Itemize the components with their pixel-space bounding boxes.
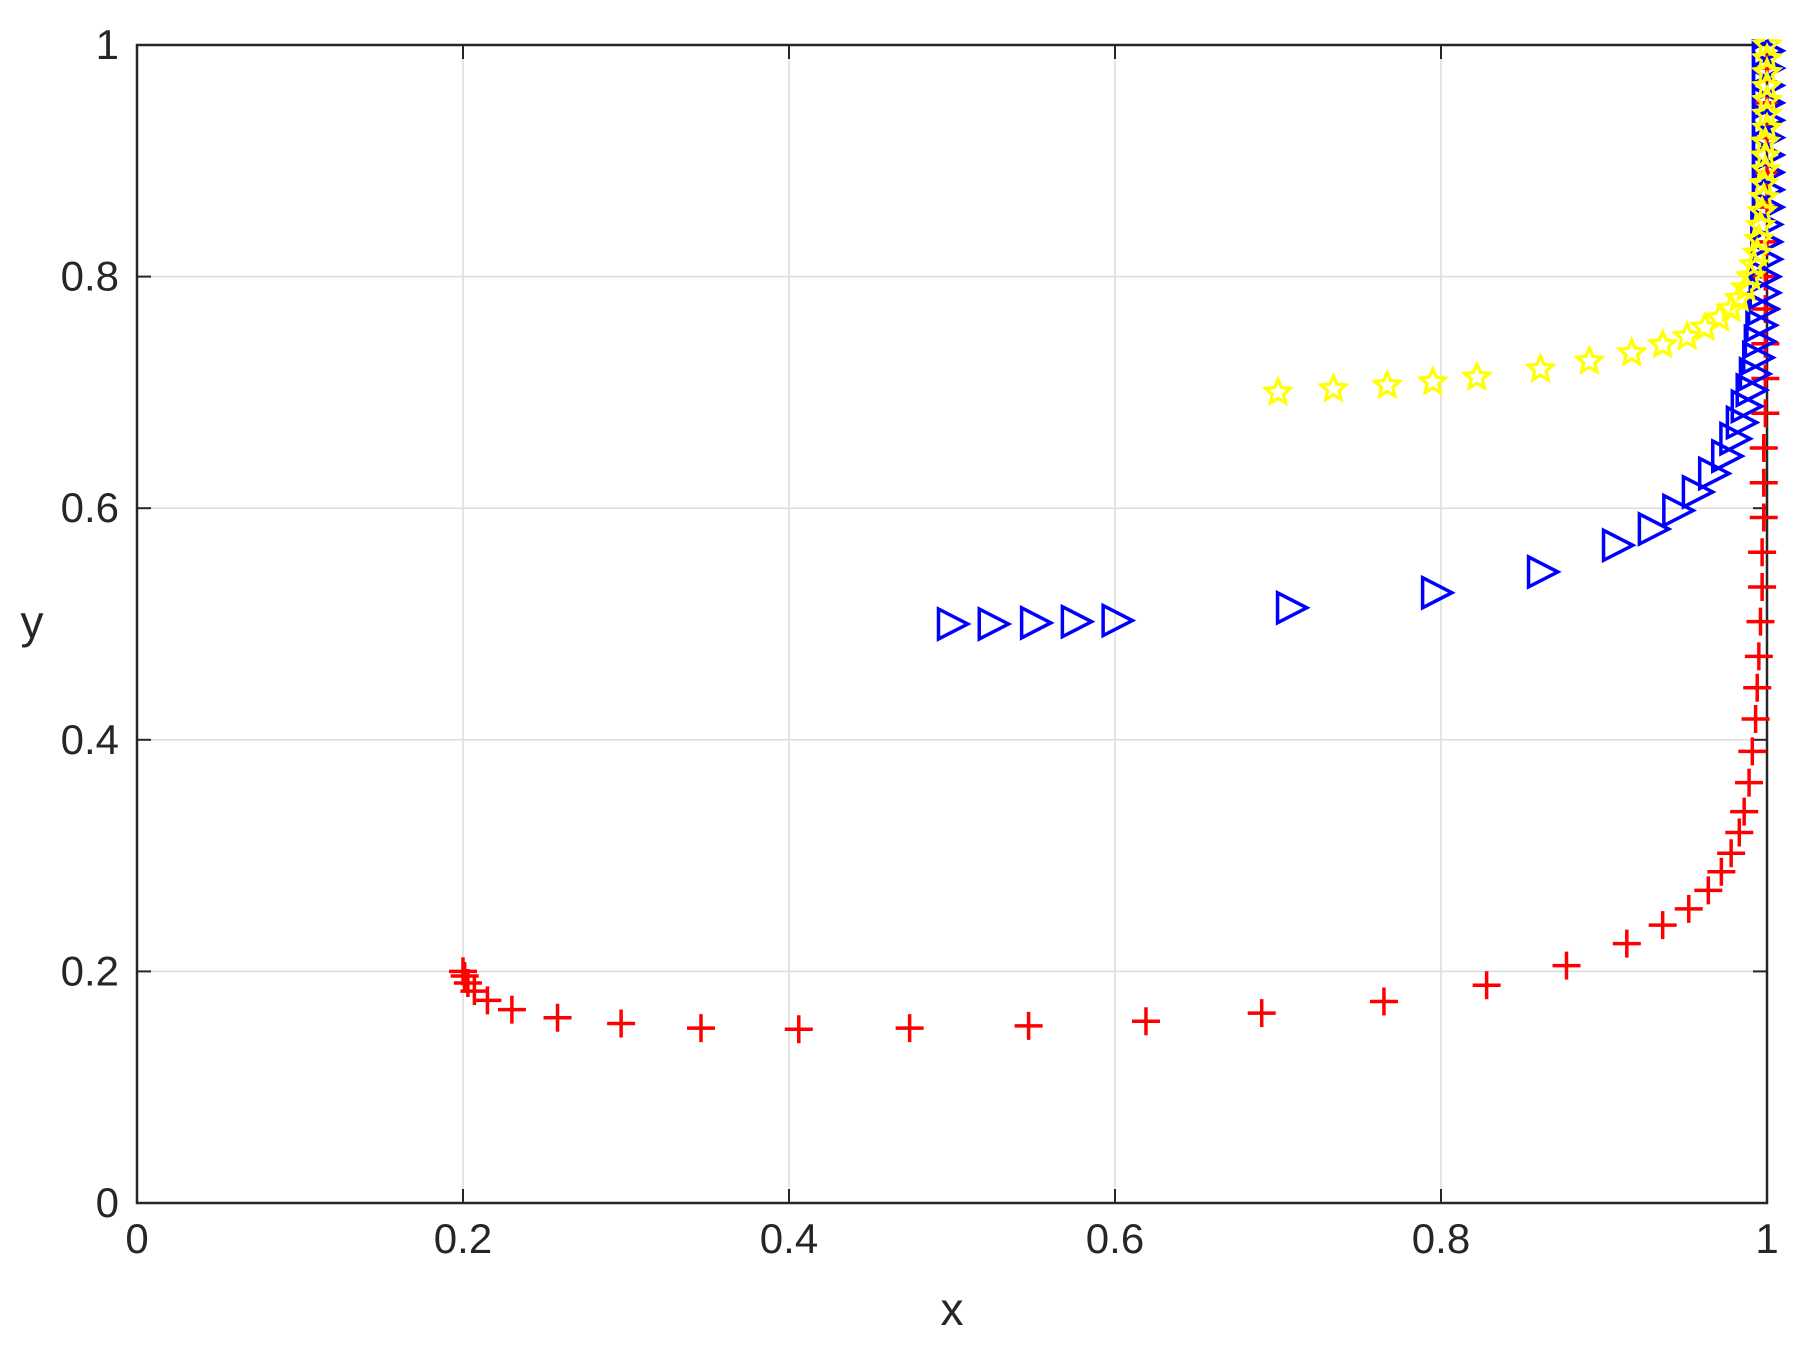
x-tick-label: 0.6 (1086, 1215, 1144, 1262)
plus-marker (1735, 768, 1764, 797)
triangle-marker (1601, 527, 1637, 564)
triangle-marker (1526, 554, 1562, 590)
plus-marker (1738, 737, 1767, 766)
x-tick-label: 0 (125, 1215, 148, 1262)
plus-marker (1612, 929, 1641, 958)
star-marker (1747, 180, 1780, 212)
star-marker (1573, 344, 1606, 375)
plus-marker (1746, 607, 1775, 636)
plus-marker (450, 962, 479, 991)
plus-marker (1751, 399, 1780, 428)
plus-marker (1749, 503, 1778, 532)
star-marker (1370, 368, 1404, 400)
x-tick-label: 0.8 (1412, 1215, 1470, 1262)
plus-marker (1741, 704, 1770, 733)
plus-marker (1748, 572, 1777, 601)
star-marker (1750, 41, 1784, 73)
y-tick-label: 0.4 (61, 716, 119, 763)
star-marker (1750, 111, 1784, 143)
ticks: 0 0.2 0.4 0.6 0.8 1 0 0.2 0.4 0.6 0.8 1 (61, 21, 1779, 1262)
y-tick-label: 0.6 (61, 484, 119, 531)
triangle-marker (1751, 39, 1787, 69)
star-marker (1749, 153, 1782, 184)
plus-marker (1694, 876, 1723, 905)
plus-marker (1748, 538, 1777, 567)
plus-marker (1674, 894, 1703, 923)
triangle-marker (1719, 420, 1754, 457)
star-marker (1750, 55, 1784, 87)
y-tick-label: 1 (96, 21, 119, 68)
star-marker (1749, 139, 1782, 170)
y-axis-label: y (21, 596, 44, 648)
axes-box (135, 43, 1769, 1205)
star-marker (1317, 371, 1350, 403)
plus-marker (1472, 971, 1501, 1000)
star-marker (1750, 69, 1784, 101)
triangle-marker (1019, 604, 1055, 641)
star-marker (1460, 360, 1494, 392)
plus-marker (1707, 857, 1736, 886)
triangle-marker (1275, 589, 1311, 626)
plus-marker (1648, 911, 1677, 940)
y-tick-label: 0 (96, 1179, 119, 1226)
star-marker (1703, 301, 1736, 333)
triangle-marker (1751, 85, 1787, 121)
plus-marker (1014, 1011, 1043, 1040)
plus-marker (1743, 673, 1772, 702)
star-marker (1750, 83, 1784, 115)
triangle-marker (1637, 511, 1673, 547)
plus-marker (1749, 433, 1778, 462)
triangle-marker (1662, 492, 1697, 529)
plus-marker (1717, 839, 1746, 868)
plus-marker (1730, 797, 1759, 826)
plus-marker (543, 1003, 572, 1032)
triangle-marker (936, 606, 972, 642)
x-tick-label: 1 (1755, 1215, 1778, 1262)
plus-marker (784, 1015, 813, 1044)
y-tick-label: 0.8 (61, 253, 119, 300)
star-marker (1646, 327, 1679, 359)
data-markers (449, 39, 1787, 1044)
triangle-marker (1751, 102, 1787, 139)
series-triangle-marker (936, 39, 1787, 642)
triangle-marker (1751, 39, 1776, 52)
grid (137, 45, 1767, 1203)
series-star-marker (1261, 39, 1784, 407)
plus-marker (1744, 642, 1773, 671)
x-tick-label: 0.4 (760, 1215, 818, 1262)
triangle-marker (1420, 574, 1456, 611)
triangle-marker (977, 606, 1013, 642)
star-marker (1615, 335, 1648, 367)
star-marker (1261, 375, 1295, 407)
plus-marker (895, 1014, 924, 1043)
plus-marker (686, 1014, 715, 1043)
star-marker (1670, 319, 1704, 351)
triangle-marker (1751, 171, 1787, 208)
star-marker (1750, 39, 1784, 59)
plus-marker (1131, 1007, 1160, 1036)
plus-marker (497, 995, 526, 1024)
star-marker (1416, 365, 1450, 396)
plus-marker (607, 1009, 636, 1038)
x-axis-label: x (941, 1283, 964, 1335)
plus-marker (1725, 818, 1754, 847)
y-tick-label: 0.2 (61, 947, 119, 994)
x-tick-label: 0.2 (434, 1215, 492, 1262)
plus-marker (473, 986, 502, 1015)
triangle-marker (1060, 603, 1096, 640)
star-marker (1750, 97, 1784, 129)
star-marker (1524, 352, 1557, 384)
plus-marker (1369, 987, 1398, 1016)
plus-marker (1247, 999, 1276, 1028)
plus-marker (1552, 951, 1581, 980)
triangle-marker (1101, 602, 1137, 639)
plus-marker (1749, 468, 1778, 497)
